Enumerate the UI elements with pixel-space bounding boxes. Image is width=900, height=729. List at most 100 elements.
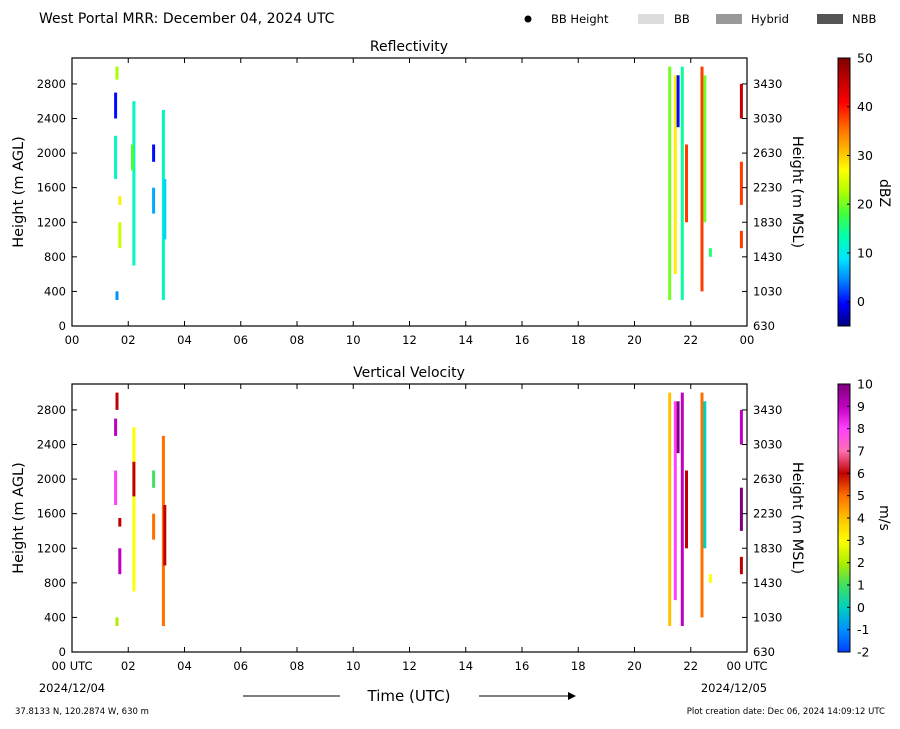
- velocity-echoes: [114, 392, 743, 627]
- echo-column: [668, 66, 672, 300]
- x-tick-label: 12: [402, 659, 417, 673]
- echo-column: [131, 144, 134, 171]
- echo-column: [676, 401, 680, 454]
- end-date: 2024/12/05: [701, 681, 767, 695]
- echo-column: [680, 392, 684, 626]
- colorbar-tick-label: 0: [857, 600, 865, 615]
- echo-column: [152, 144, 156, 162]
- y-right-tick-label: 3030: [753, 438, 782, 452]
- x-tick-label: 20: [627, 333, 642, 347]
- reflectivity-colorbar-label: dBZ: [876, 179, 892, 207]
- y-right-tick-label: 3430: [753, 403, 782, 417]
- echo-column: [739, 83, 743, 119]
- y-tick-label: 400: [44, 284, 66, 298]
- y-tick-label: 1200: [37, 541, 66, 555]
- colorbar-tick-label: 10: [857, 245, 873, 260]
- y-right-tick-label: 630: [753, 645, 775, 659]
- echo-column: [685, 144, 688, 223]
- colorbar-tick-label: 9: [857, 399, 865, 414]
- nbb-swatch: [817, 14, 843, 24]
- x-tick-label: 18: [571, 659, 586, 673]
- echo-column: [739, 487, 743, 531]
- y-tick-label: 1600: [37, 507, 66, 521]
- x-tick-label: 02: [121, 333, 136, 347]
- echo-column: [703, 401, 707, 549]
- echo-column: [739, 556, 743, 575]
- echo-column: [115, 617, 119, 626]
- reflectivity-title: Reflectivity: [370, 39, 448, 55]
- velocity-colorbar: -2 -1 0 1 2 3 4 5 6 7 8 9 10: [837, 377, 873, 660]
- y-right-tick-label: 2230: [753, 181, 782, 195]
- echo-column: [152, 187, 156, 214]
- legend-nbb: NBB: [852, 12, 876, 26]
- reflectivity-ylabel: Height (m AGL): [11, 136, 27, 248]
- echo-column: [152, 470, 156, 488]
- x-tick-label: 14: [458, 659, 473, 673]
- bb-legend: BB Height BB Hybrid NBB: [524, 12, 876, 26]
- y-right-tick-label: 1830: [753, 541, 782, 555]
- colorbar-tick-label: -1: [857, 622, 869, 637]
- x-tick-label: 00: [65, 333, 80, 347]
- echo-column: [708, 574, 712, 583]
- x-tick-label: 00 UTC: [726, 659, 767, 673]
- y-tick-label: 0: [59, 319, 66, 333]
- echo-column: [114, 470, 118, 506]
- bb-swatch: [638, 14, 664, 24]
- colorbar-tick-label: 8: [857, 421, 865, 436]
- echo-column: [700, 392, 704, 618]
- legend-bb: BB: [674, 12, 690, 26]
- echo-column: [708, 248, 712, 257]
- reflectivity-panel: Reflectivity 00 02 04 06 08 10 12 14 16 18 20 22 000…: [11, 39, 892, 347]
- colorbar-tick-label: 2: [857, 555, 865, 570]
- x-tick-label: 22: [683, 659, 698, 673]
- echo-column: [739, 230, 743, 249]
- x-tick-label: 06: [233, 659, 248, 673]
- echo-column: [114, 92, 118, 119]
- x-tick-label: 10: [346, 659, 361, 673]
- x-tick-label: 14: [458, 333, 473, 347]
- x-tick-label: 04: [177, 659, 192, 673]
- y-tick-label: 800: [44, 250, 66, 264]
- arrow-head-icon: [568, 692, 576, 700]
- y-right-tick-label: 2230: [753, 507, 782, 521]
- x-tick-label: 08: [290, 333, 305, 347]
- x-tick-label: 02: [121, 659, 136, 673]
- echo-column: [118, 518, 122, 527]
- x-tick-label: 04: [177, 333, 192, 347]
- echo-column: [118, 196, 122, 205]
- reflectivity-plot-frame: [71, 57, 748, 327]
- echo-column: [673, 401, 677, 601]
- colorbar-tick-label: 10: [857, 377, 873, 392]
- echo-column: [152, 513, 156, 540]
- velocity-ylabel: Height (m AGL): [11, 462, 27, 574]
- echo-column: [115, 66, 119, 80]
- x-tick-label: 06: [233, 333, 248, 347]
- colorbar-tick-label: 50: [857, 51, 873, 66]
- echo-column: [673, 75, 677, 275]
- echo-column: [680, 66, 684, 300]
- echo-column: [668, 392, 672, 626]
- x-tick-label: 16: [515, 333, 530, 347]
- velocity-axes: 00 UTC 02 04 06 08 10 12 14 16 18 20 22 00 UTC040080…: [37, 384, 782, 673]
- x-tick-label: 00 UTC: [51, 659, 92, 673]
- colorbar-gradient: [837, 57, 851, 327]
- reflectivity-axes: 00 02 04 06 08 10 12 14 16 18 20 22 0004008001200160…: [37, 58, 782, 347]
- colorbar-tick-label: 4: [857, 511, 865, 526]
- y-tick-label: 2000: [37, 146, 66, 160]
- velocity-ylabel-right: Height (m MSL): [789, 462, 805, 574]
- colorbar-tick-label: 40: [857, 99, 873, 114]
- echo-column: [163, 179, 167, 240]
- y-tick-label: 400: [44, 610, 66, 624]
- colorbar-tick-label: 3: [857, 533, 865, 548]
- y-tick-label: 2000: [37, 472, 66, 486]
- echo-column: [739, 409, 743, 445]
- x-tick-label: 12: [402, 333, 417, 347]
- x-tick-label: 22: [683, 333, 698, 347]
- y-right-tick-label: 1430: [753, 250, 782, 264]
- echo-column: [676, 75, 680, 128]
- echo-column: [114, 135, 118, 179]
- y-right-tick-label: 1430: [753, 576, 782, 590]
- station-location: 37.8133 N, 120.2874 W, 630 m: [15, 707, 149, 717]
